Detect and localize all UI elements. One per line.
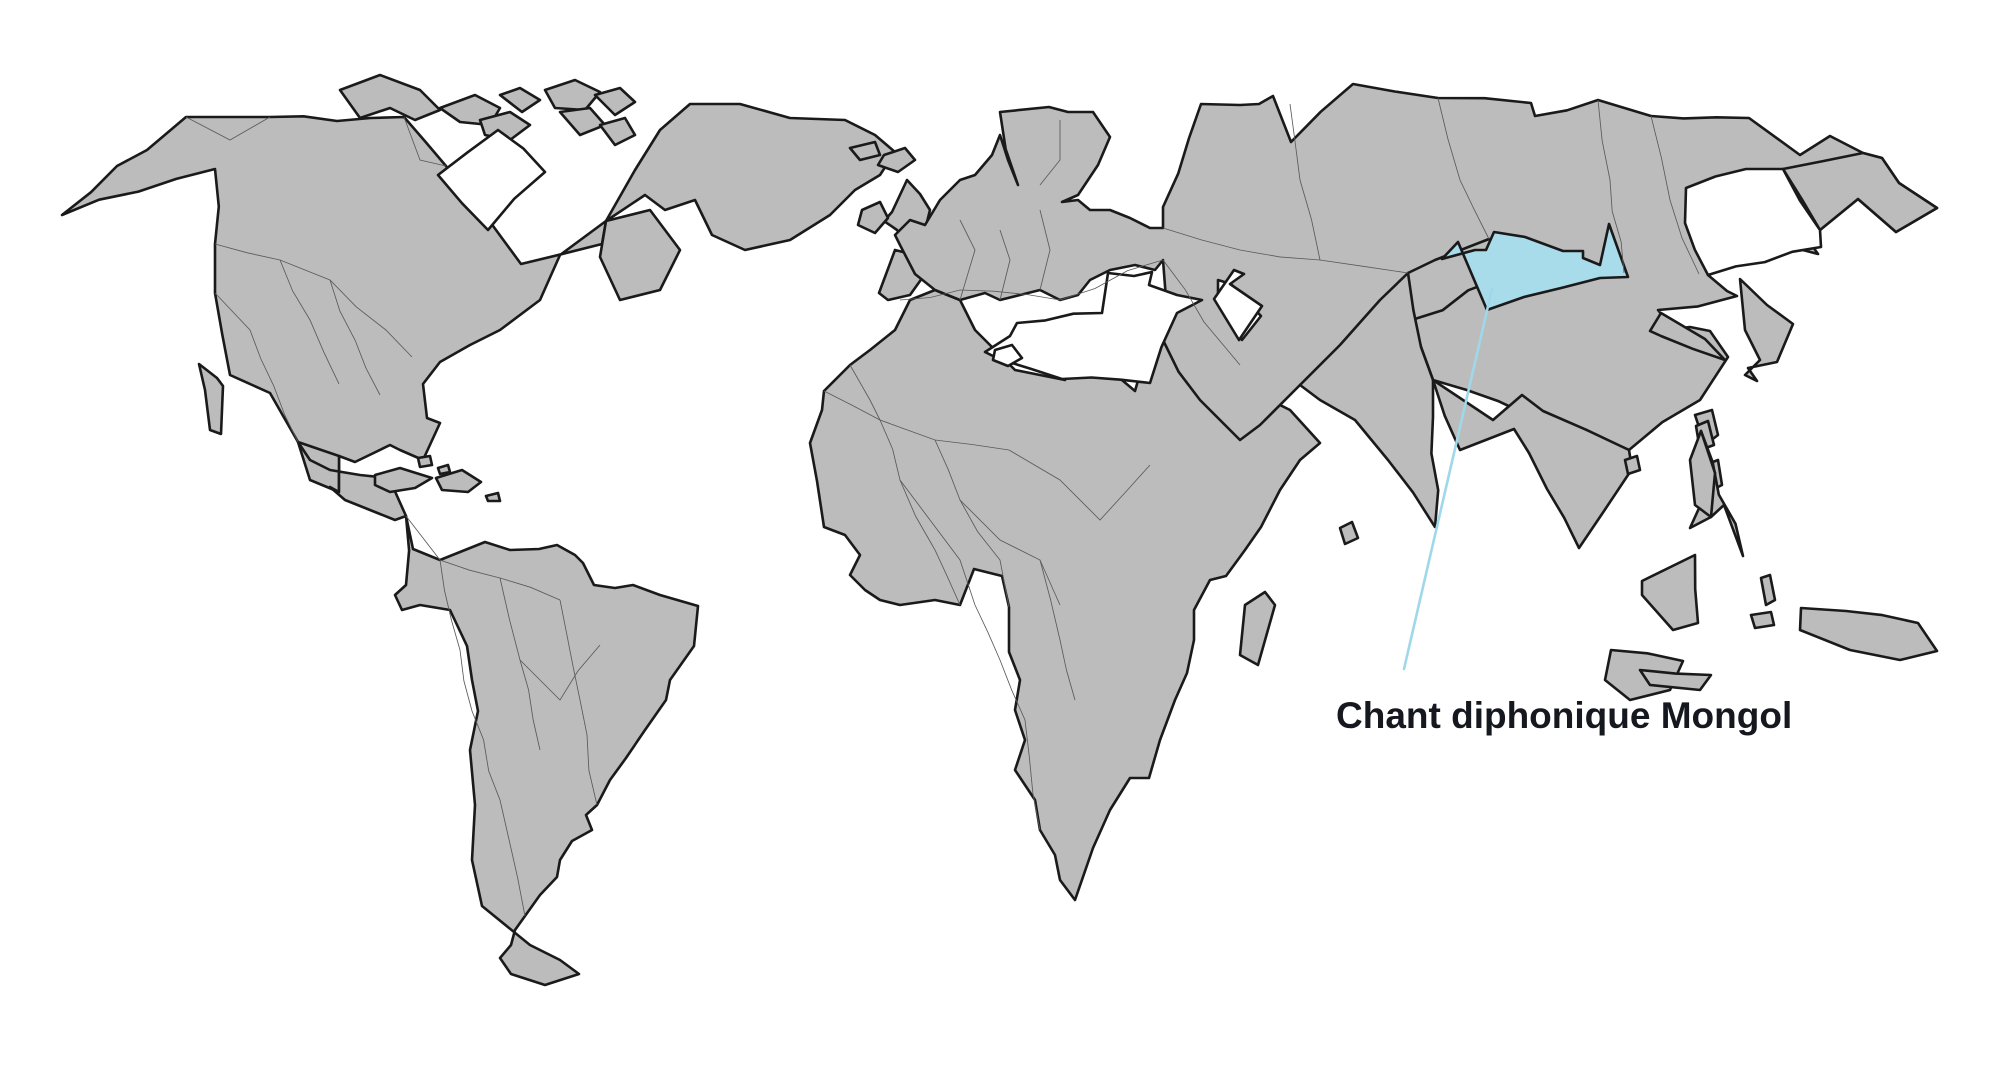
svg-text:Chant diphonique Mongol: Chant diphonique Mongol bbox=[1336, 695, 1792, 736]
